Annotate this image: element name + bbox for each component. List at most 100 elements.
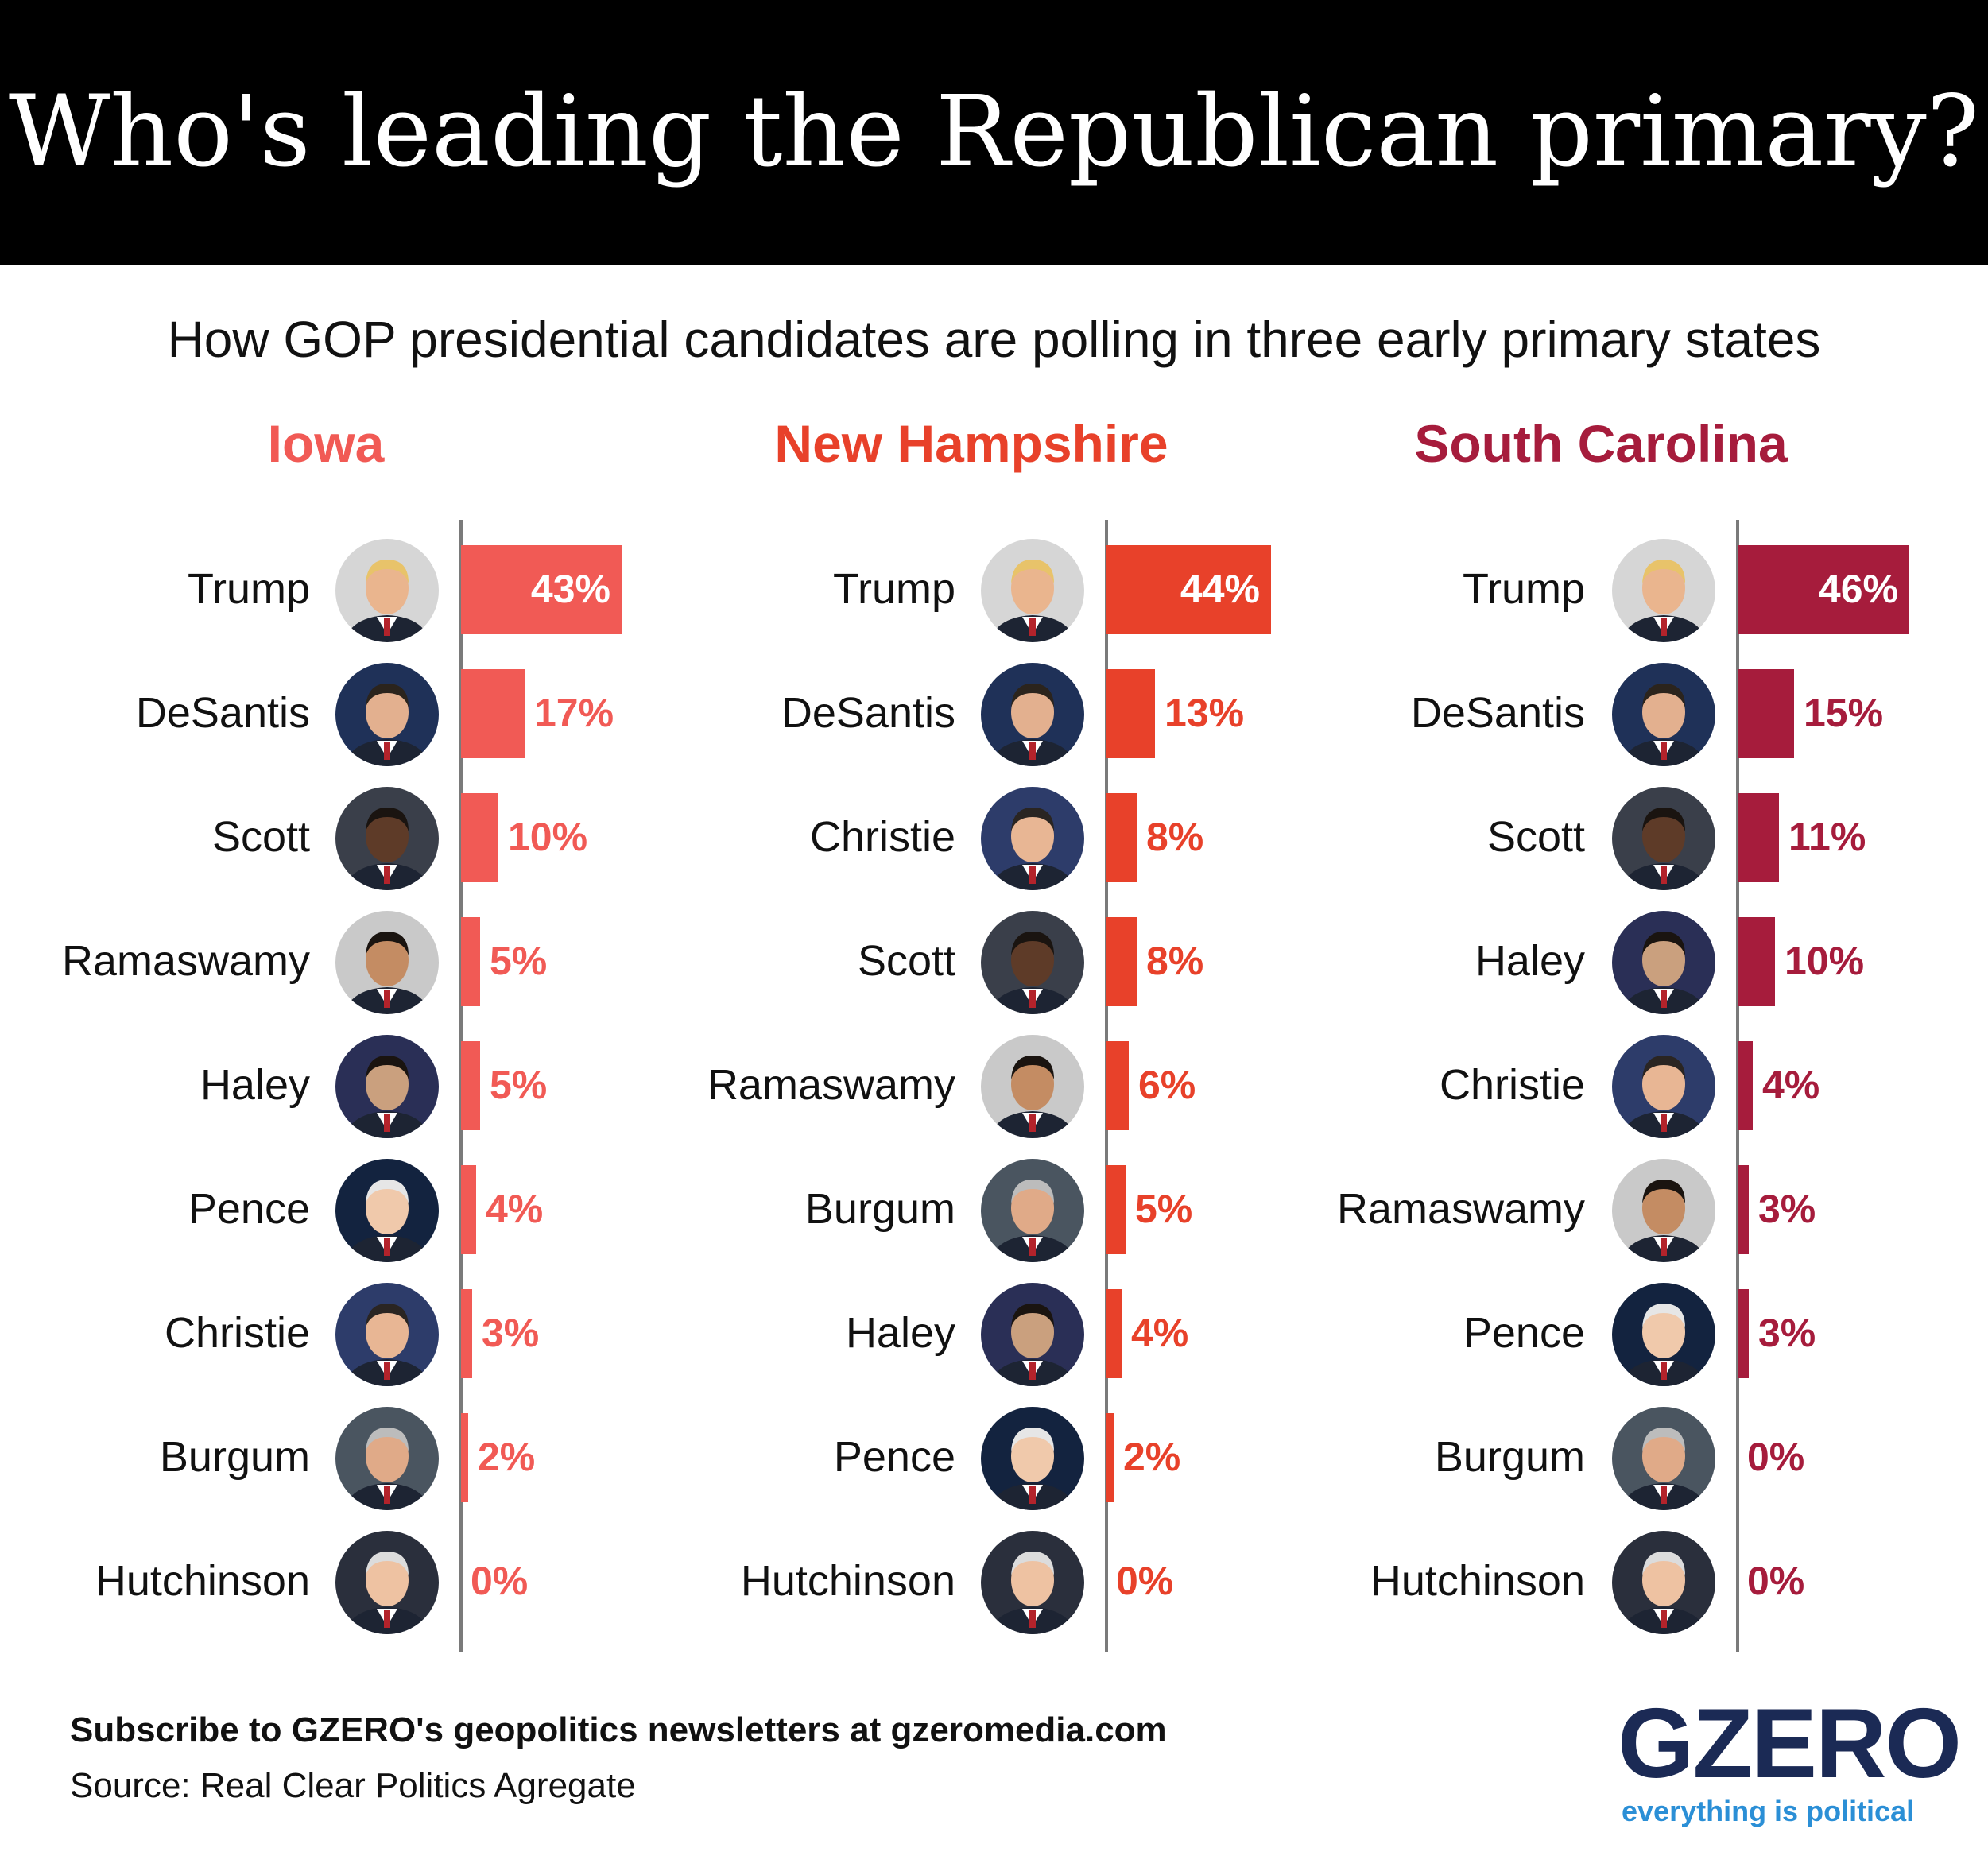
bar-row-south-carolina-pence: Pence 3% bbox=[1275, 1283, 1927, 1386]
category-label: Ramaswamy bbox=[1336, 1185, 1585, 1233]
category-label: Haley bbox=[1475, 937, 1585, 985]
data-label: 8% bbox=[1146, 939, 1204, 983]
bar-row-new-hampshire-christie: Christie 8% bbox=[645, 787, 1297, 890]
category-label: Christie bbox=[809, 813, 955, 861]
category-label: Burgum bbox=[804, 1185, 955, 1233]
bar bbox=[1738, 793, 1779, 882]
panel-iowa: Iowa Trump 43% DeSantis 17% Scott 10% Ramaswamy… bbox=[0, 397, 652, 1669]
bar bbox=[1106, 1165, 1126, 1254]
panel-new-hampshire: New Hampshire Trump 44% DeSantis 13% Christie… bbox=[645, 397, 1297, 1669]
data-label: 13% bbox=[1165, 691, 1245, 735]
candidate-photo-ramaswamy bbox=[335, 911, 439, 1014]
data-label: 4% bbox=[1131, 1311, 1189, 1355]
candidate-photo-desantis bbox=[1612, 663, 1715, 766]
panel-south-carolina: South Carolina Trump 46% DeSantis 15% Scott 11… bbox=[1275, 397, 1927, 1669]
gzero-logo: GZERO bbox=[1618, 1689, 1962, 1799]
candidate-photo-burgum bbox=[335, 1407, 439, 1510]
category-label: DeSantis bbox=[1410, 689, 1585, 737]
bar bbox=[461, 1413, 468, 1502]
data-label: 5% bbox=[1135, 1187, 1193, 1231]
candidate-photo-haley bbox=[981, 1283, 1084, 1386]
data-label: 15% bbox=[1804, 691, 1884, 735]
bar bbox=[461, 917, 480, 1006]
category-label: Christie bbox=[1439, 1061, 1585, 1109]
data-label: 0% bbox=[1116, 1559, 1174, 1603]
data-label: 3% bbox=[482, 1311, 540, 1355]
candidate-photo-pence bbox=[335, 1159, 439, 1262]
candidate-photo-hutchinson bbox=[335, 1531, 439, 1634]
category-label: Scott bbox=[1486, 813, 1585, 861]
bar bbox=[1106, 1413, 1114, 1502]
bar bbox=[461, 1165, 476, 1254]
data-label: 3% bbox=[1758, 1311, 1816, 1355]
category-label: Christie bbox=[164, 1309, 310, 1357]
bar bbox=[461, 545, 622, 634]
bar-row-iowa-haley: Haley 5% bbox=[0, 1035, 652, 1138]
candidate-photo-christie bbox=[1612, 1035, 1715, 1138]
data-label: 46% bbox=[1818, 567, 1898, 611]
category-label: Scott bbox=[211, 813, 310, 861]
chart-subtitle: How GOP presidential candidates are poll… bbox=[167, 311, 1821, 368]
source-note: Source: Real Clear Politics Agregate bbox=[70, 1766, 636, 1805]
category-label: Hutchinson bbox=[740, 1557, 955, 1605]
category-label: Trump bbox=[1462, 565, 1585, 613]
bar-row-iowa-desantis: DeSantis 17% bbox=[0, 663, 652, 766]
candidate-photo-burgum bbox=[981, 1159, 1084, 1262]
data-label: 0% bbox=[471, 1559, 529, 1603]
bar-row-new-hampshire-desantis: DeSantis 13% bbox=[645, 663, 1297, 766]
category-label: DeSantis bbox=[135, 689, 310, 737]
category-label: Ramaswamy bbox=[707, 1061, 955, 1109]
bar-row-iowa-pence: Pence 4% bbox=[0, 1159, 652, 1262]
bar bbox=[1738, 669, 1794, 758]
header-banner bbox=[0, 0, 1988, 265]
bar-row-new-hampshire-haley: Haley 4% bbox=[645, 1283, 1297, 1386]
bar bbox=[1106, 669, 1155, 758]
data-label: 2% bbox=[1123, 1435, 1181, 1479]
data-label: 5% bbox=[490, 939, 548, 983]
data-label: 17% bbox=[534, 691, 614, 735]
bar bbox=[1106, 1041, 1129, 1130]
category-label: Pence bbox=[1463, 1309, 1585, 1357]
state-title-south-carolina: South Carolina bbox=[1414, 414, 1788, 473]
bar bbox=[1738, 917, 1775, 1006]
bar-row-south-carolina-ramaswamy: Ramaswamy 3% bbox=[1275, 1159, 1927, 1262]
candidate-photo-haley bbox=[335, 1035, 439, 1138]
bar-row-south-carolina-hutchinson: Hutchinson 0% bbox=[1275, 1531, 1927, 1634]
state-title-new-hampshire: New Hampshire bbox=[774, 414, 1168, 473]
bar-row-new-hampshire-hutchinson: Hutchinson 0% bbox=[645, 1531, 1297, 1634]
bar bbox=[1738, 545, 1909, 634]
candidate-photo-christie bbox=[335, 1283, 439, 1386]
candidate-photo-scott bbox=[1612, 787, 1715, 890]
bar bbox=[1738, 1165, 1749, 1254]
candidate-photo-ramaswamy bbox=[1612, 1159, 1715, 1262]
data-label: 44% bbox=[1180, 567, 1260, 611]
bar-row-south-carolina-haley: Haley 10% bbox=[1275, 911, 1927, 1014]
candidate-photo-trump bbox=[1612, 539, 1715, 642]
bar-row-iowa-scott: Scott 10% bbox=[0, 787, 652, 890]
bar-row-iowa-hutchinson: Hutchinson 0% bbox=[0, 1531, 652, 1634]
candidate-photo-trump bbox=[981, 539, 1084, 642]
category-label: Trump bbox=[832, 565, 955, 613]
bar-row-south-carolina-christie: Christie 4% bbox=[1275, 1035, 1927, 1138]
data-label: 2% bbox=[478, 1435, 536, 1479]
data-label: 10% bbox=[508, 815, 588, 859]
bar-row-new-hampshire-trump: Trump 44% bbox=[645, 539, 1297, 642]
bar bbox=[1106, 545, 1271, 634]
bar bbox=[1738, 1289, 1749, 1378]
bar-row-new-hampshire-burgum: Burgum 5% bbox=[645, 1159, 1297, 1262]
bar bbox=[1106, 1289, 1122, 1378]
category-label: Haley bbox=[200, 1061, 310, 1109]
bar-row-new-hampshire-ramaswamy: Ramaswamy 6% bbox=[645, 1035, 1297, 1138]
bar bbox=[461, 793, 498, 882]
candidate-photo-hutchinson bbox=[981, 1531, 1084, 1634]
bar-row-south-carolina-desantis: DeSantis 15% bbox=[1275, 663, 1927, 766]
bar-row-south-carolina-scott: Scott 11% bbox=[1275, 787, 1927, 890]
category-label: Pence bbox=[833, 1433, 955, 1481]
category-label: DeSantis bbox=[781, 689, 955, 737]
bar-row-new-hampshire-pence: Pence 2% bbox=[645, 1407, 1297, 1510]
bar bbox=[461, 1289, 472, 1378]
candidate-photo-desantis bbox=[335, 663, 439, 766]
bar bbox=[461, 669, 525, 758]
state-title-iowa: Iowa bbox=[267, 414, 385, 473]
bar-row-iowa-christie: Christie 3% bbox=[0, 1283, 652, 1386]
